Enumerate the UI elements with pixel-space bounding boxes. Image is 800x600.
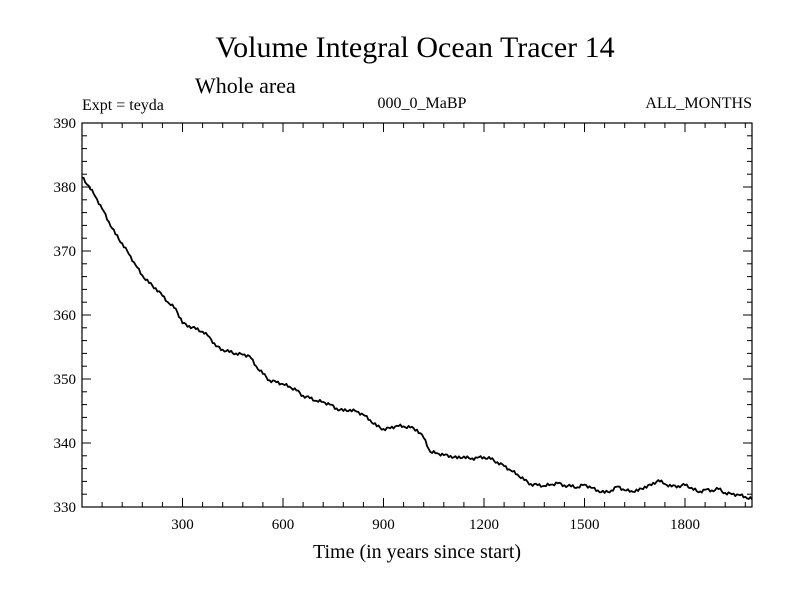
y-tick-label: 360 (54, 308, 77, 324)
chart-subtitle: Whole area (195, 73, 296, 98)
x-tick-label: 1500 (570, 517, 600, 533)
x-axis-label: Time (in years since start) (313, 541, 521, 563)
y-tick-label: 380 (54, 180, 77, 196)
annotation-period: 000_0_MaBP (378, 95, 467, 112)
y-tick-label: 350 (54, 372, 77, 388)
x-tick-label: 1800 (670, 517, 700, 533)
y-axis: 330 340 350 360 370 380 390 (54, 116, 752, 516)
x-axis: 300 600 900 1200 1500 1800 (101, 123, 746, 533)
series-line (81, 176, 753, 500)
y-tick-label: 340 (54, 436, 77, 452)
chart-title: Volume Integral Ocean Tracer 14 (215, 31, 614, 64)
x-tick-label: 300 (171, 517, 194, 533)
series-layer (81, 176, 753, 500)
annotation-experiment: Expt = teyda (82, 97, 164, 114)
x-tick-label: 900 (372, 517, 395, 533)
y-tick-label: 390 (54, 116, 77, 132)
x-tick-label: 1200 (469, 517, 499, 533)
y-tick-label: 370 (54, 244, 77, 260)
plot-frame (81, 122, 753, 508)
x-tick-label: 600 (272, 517, 295, 533)
y-tick-label: 330 (54, 500, 77, 516)
annotation-months: ALL_MONTHS (645, 95, 752, 112)
